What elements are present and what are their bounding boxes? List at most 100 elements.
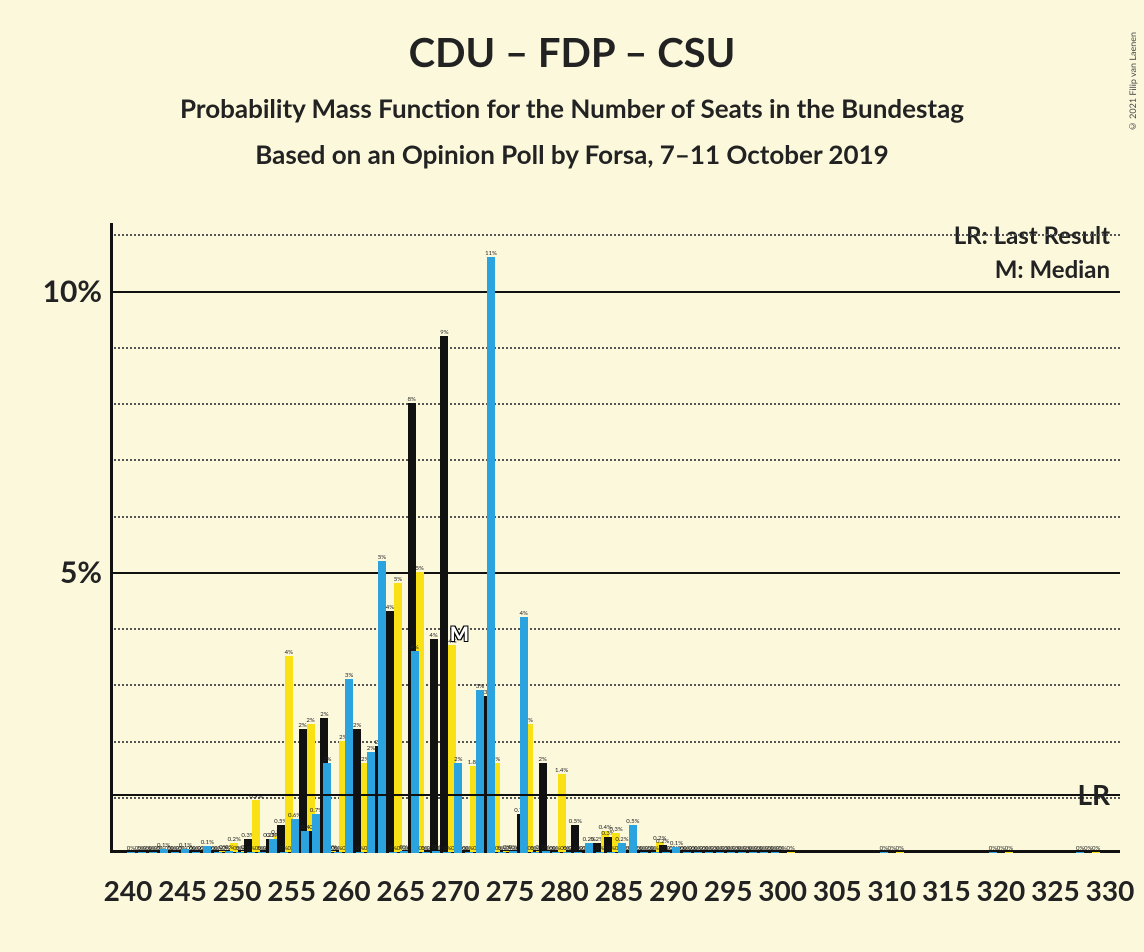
bar-value-label: 0% (1092, 845, 1100, 852)
bar-blue: 0.1% (672, 847, 680, 853)
bar-blue: 0% (596, 852, 604, 853)
bar-blue: 0% (443, 852, 451, 853)
bar-black: 0% (779, 852, 787, 853)
bar-blue: 0% (149, 852, 157, 853)
x-tick-label: 275 (486, 873, 535, 907)
x-tick-label: 315 (922, 873, 971, 907)
chart-container: © 2021 Filip van Laenen CDU – FDP – CSU … (0, 28, 1144, 952)
bar-value-label: 2% (353, 722, 361, 729)
x-tick-label: 295 (704, 873, 753, 907)
bar-blue: 2% (367, 752, 375, 853)
bar-yellow: 1.4% (558, 774, 566, 853)
x-tick-label: 310 (867, 873, 916, 907)
bar-blue: 0% (542, 851, 550, 853)
x-tick-label: 285 (595, 873, 644, 907)
bar-blue: 0% (738, 852, 746, 853)
bar-blue: 0% (1076, 852, 1084, 853)
bar-value-label: 4% (410, 644, 418, 651)
bar-value-label: 3% (345, 672, 353, 679)
bar-blue: 0% (225, 851, 233, 853)
bar-blue: 0% (771, 852, 779, 853)
bar-blue: 4% (411, 651, 419, 854)
x-tick-label: 265 (376, 873, 425, 907)
bar-value-label: 5% (394, 576, 402, 583)
bar-value-label: 1.4% (555, 767, 568, 774)
bar-blue: 0% (727, 852, 735, 853)
bar-blue: 0% (749, 852, 757, 853)
bar-black: 2% (353, 729, 361, 853)
x-tick-label: 325 (1031, 873, 1080, 907)
bar-blue: 0% (574, 852, 582, 853)
bar-blue: 3% (476, 690, 484, 853)
bar-value-label: 0% (236, 845, 244, 852)
bar-blue: 0% (422, 852, 430, 853)
y-tick-label: 10% (43, 273, 102, 309)
bar-blue: 0% (640, 852, 648, 853)
bar-blue: 2% (454, 763, 462, 853)
x-tick-label: 260 (322, 873, 371, 907)
lr-gridline (110, 794, 1120, 796)
bar-blue: 0.6% (291, 819, 299, 853)
bar-value-label: 4% (429, 632, 437, 639)
chart-subtitle-1: Probability Mass Function for the Number… (0, 92, 1144, 124)
bar-value-label: 11% (485, 250, 497, 257)
bar-blue: 0% (138, 852, 146, 853)
bar-blue: 0% (760, 852, 768, 853)
bar-blue: 0% (356, 852, 364, 853)
bar-blue: 0% (258, 852, 266, 853)
x-tick-label: 255 (267, 873, 316, 907)
bar-blue: 3% (345, 679, 353, 853)
bar-blue: 0% (280, 852, 288, 853)
bar-value-label: 4% (386, 604, 394, 611)
bar-blue: 5% (378, 561, 386, 854)
bar-value-label: 0% (258, 845, 266, 852)
bar-blue: 0% (432, 851, 440, 853)
x-tick-label: 245 (158, 873, 207, 907)
bar-black: 4% (386, 611, 394, 853)
bar-yellow: 0% (1005, 852, 1013, 853)
bar-blue: 0.1% (203, 846, 211, 853)
bar-value-label: 0% (400, 844, 408, 851)
bar-value-label: 2% (538, 756, 546, 763)
bar-blue: 0% (236, 852, 244, 853)
bar-blue: 0% (694, 852, 702, 853)
bar-value-label: 0.2% (615, 836, 628, 843)
bar-blue: 0% (509, 851, 517, 853)
bar-blue: 0% (531, 852, 539, 853)
bar-value-label: 0.2% (228, 836, 241, 843)
bar-blue: 0% (683, 852, 691, 853)
bar-blue: 0% (400, 851, 408, 853)
x-tick-label: 330 (1086, 873, 1135, 907)
x-tick-label: 305 (813, 873, 862, 907)
bar-blue: 0% (705, 852, 713, 853)
x-tick-label: 300 (758, 873, 807, 907)
x-tick-label: 250 (213, 873, 262, 907)
median-marker: M (450, 622, 469, 646)
bar-blue: 0% (127, 852, 135, 853)
bar-black: 0% (1084, 852, 1092, 853)
bar-blue: 0% (498, 852, 506, 853)
y-tick-label: 5% (60, 554, 102, 590)
bar-blue: 0.2% (585, 843, 593, 853)
bar-value-label: 2% (306, 717, 314, 724)
bar-value-label: 0% (896, 845, 904, 852)
bar-blue: 0% (247, 852, 255, 853)
x-tick-label: 280 (540, 873, 589, 907)
bar-value-label: 0.5% (569, 818, 582, 825)
bar-value-label: 0.2% (656, 838, 669, 845)
bar-blue: 0.2% (269, 839, 277, 853)
bar-blue: 0% (389, 852, 397, 853)
bar-value-label: 0% (1005, 845, 1013, 852)
bar-value-label: 0% (596, 845, 604, 852)
x-tick-label: 320 (977, 873, 1026, 907)
bar-blue: 0% (563, 852, 571, 853)
bar-value-label: 0% (650, 845, 658, 852)
bar-blue: 0% (192, 852, 200, 853)
bar-value-label: 5% (416, 565, 424, 572)
bar-black: 9% (440, 336, 448, 854)
bar-blue: 0.1% (160, 849, 168, 854)
bar-value-label: 2% (320, 711, 328, 718)
bar-blue: 2% (323, 763, 331, 853)
bar-blue: 0% (716, 852, 724, 853)
bar-blue: 0% (651, 852, 659, 853)
